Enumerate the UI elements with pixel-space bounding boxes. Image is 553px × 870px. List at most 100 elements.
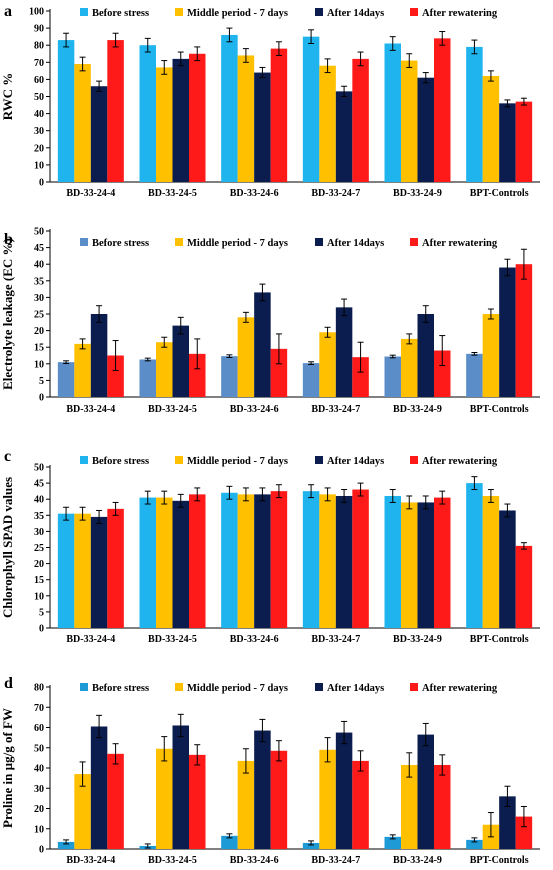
bar bbox=[107, 355, 124, 397]
bar bbox=[172, 725, 189, 849]
panel-a: a 0 10 20 30 40 50 60 70 80 90 100 RWC % BD-33-24-4 BD… bbox=[0, 3, 540, 199]
bar bbox=[57, 513, 75, 628]
y-tick-label: 30 bbox=[34, 784, 44, 795]
bar bbox=[302, 36, 320, 183]
legend-label: After rewatering bbox=[422, 8, 498, 19]
y-tick-label: 25 bbox=[34, 543, 44, 554]
y-tick-label: 60 bbox=[34, 723, 44, 734]
x-tick-label: BD-33-24-9 bbox=[393, 855, 442, 866]
y-tick-label: 10 bbox=[34, 160, 44, 171]
y-tick-label: 25 bbox=[34, 310, 44, 321]
legend-label: After rewatering bbox=[422, 456, 498, 467]
bar bbox=[57, 40, 75, 182]
bar bbox=[302, 363, 320, 397]
bar bbox=[107, 508, 124, 628]
bar bbox=[156, 342, 173, 397]
bar bbox=[221, 34, 238, 182]
y-tick-label: 80 bbox=[34, 41, 44, 52]
legend-swatch bbox=[410, 683, 418, 691]
bar bbox=[107, 40, 124, 182]
bar bbox=[515, 101, 533, 182]
y-tick-label: 60 bbox=[34, 75, 44, 86]
y-tick-label: 10 bbox=[34, 591, 44, 602]
bar bbox=[172, 325, 189, 397]
bar bbox=[499, 267, 516, 397]
bar bbox=[172, 500, 189, 628]
bar bbox=[466, 46, 483, 182]
legend-label: Middle period - 7 days bbox=[187, 456, 288, 467]
bar bbox=[466, 353, 483, 397]
bar bbox=[352, 489, 369, 628]
y-tick-label: 90 bbox=[34, 24, 44, 35]
x-tick-label: BPT-Controls bbox=[470, 634, 529, 645]
y-tick-label: 0 bbox=[39, 845, 44, 856]
bar bbox=[482, 314, 500, 397]
x-tick-label: BD-33-24-6 bbox=[230, 404, 279, 415]
x-tick-label: BD-33-24-5 bbox=[148, 404, 197, 415]
y-tick-label: 40 bbox=[34, 495, 44, 506]
legend-swatch bbox=[80, 456, 88, 464]
bar bbox=[482, 75, 500, 182]
legend-swatch bbox=[175, 8, 183, 16]
bar bbox=[384, 356, 401, 397]
legend-label: After rewatering bbox=[422, 238, 498, 249]
legend-label: Middle period - 7 days bbox=[187, 8, 288, 19]
bar bbox=[107, 753, 124, 849]
bar bbox=[254, 494, 271, 628]
y-axis-label: Proline in µg/g of FW bbox=[0, 708, 15, 828]
bar bbox=[189, 494, 206, 628]
y-tick-label: 20 bbox=[34, 559, 44, 570]
bar bbox=[319, 332, 336, 397]
bar bbox=[352, 357, 369, 397]
x-tick-label: BD-33-24-6 bbox=[230, 855, 279, 866]
y-tick-label: 10 bbox=[34, 359, 44, 370]
bar bbox=[237, 55, 255, 182]
y-tick-label: 20 bbox=[34, 804, 44, 815]
bar bbox=[74, 64, 91, 182]
bar bbox=[434, 497, 451, 628]
legend-label: After 14days bbox=[327, 238, 384, 249]
bar bbox=[401, 60, 418, 183]
bar bbox=[221, 492, 238, 628]
y-tick-label: 40 bbox=[34, 260, 44, 271]
bar bbox=[352, 760, 369, 849]
y-tick-label: 35 bbox=[34, 511, 44, 522]
legend-swatch bbox=[315, 238, 323, 246]
x-tick-label: BD-33-24-7 bbox=[311, 188, 360, 199]
bar bbox=[335, 495, 353, 628]
panel-label: c bbox=[4, 448, 11, 465]
bar bbox=[417, 734, 434, 849]
x-tick-label: BD-33-24-6 bbox=[230, 188, 279, 199]
bar bbox=[74, 513, 91, 628]
bar bbox=[270, 348, 288, 397]
bar bbox=[221, 835, 238, 849]
bar bbox=[302, 491, 320, 628]
bar bbox=[302, 842, 320, 849]
bar bbox=[139, 359, 156, 397]
bar bbox=[254, 292, 271, 397]
y-tick-label: 40 bbox=[34, 109, 44, 120]
legend-swatch bbox=[80, 238, 88, 246]
bar bbox=[515, 816, 533, 849]
x-tick-label: BD-33-24-9 bbox=[393, 634, 442, 645]
bar bbox=[384, 495, 401, 628]
y-tick-label: 45 bbox=[34, 243, 44, 254]
bar bbox=[515, 264, 533, 397]
bar bbox=[384, 43, 401, 182]
bar bbox=[270, 491, 288, 628]
bar bbox=[401, 338, 418, 397]
y-tick-label: 15 bbox=[34, 343, 44, 354]
y-tick-label: 40 bbox=[34, 764, 44, 775]
legend-swatch bbox=[410, 456, 418, 464]
bar bbox=[57, 841, 75, 849]
legend-label: After 14days bbox=[327, 683, 384, 694]
bar bbox=[319, 65, 336, 182]
bar bbox=[270, 750, 288, 849]
bar bbox=[434, 38, 451, 182]
bar bbox=[270, 48, 288, 183]
y-tick-label: 50 bbox=[34, 743, 44, 754]
y-tick-label: 5 bbox=[39, 607, 44, 618]
x-tick-label: BD-33-24-5 bbox=[148, 634, 197, 645]
y-tick-label: 20 bbox=[34, 326, 44, 337]
y-tick-label: 30 bbox=[34, 527, 44, 538]
